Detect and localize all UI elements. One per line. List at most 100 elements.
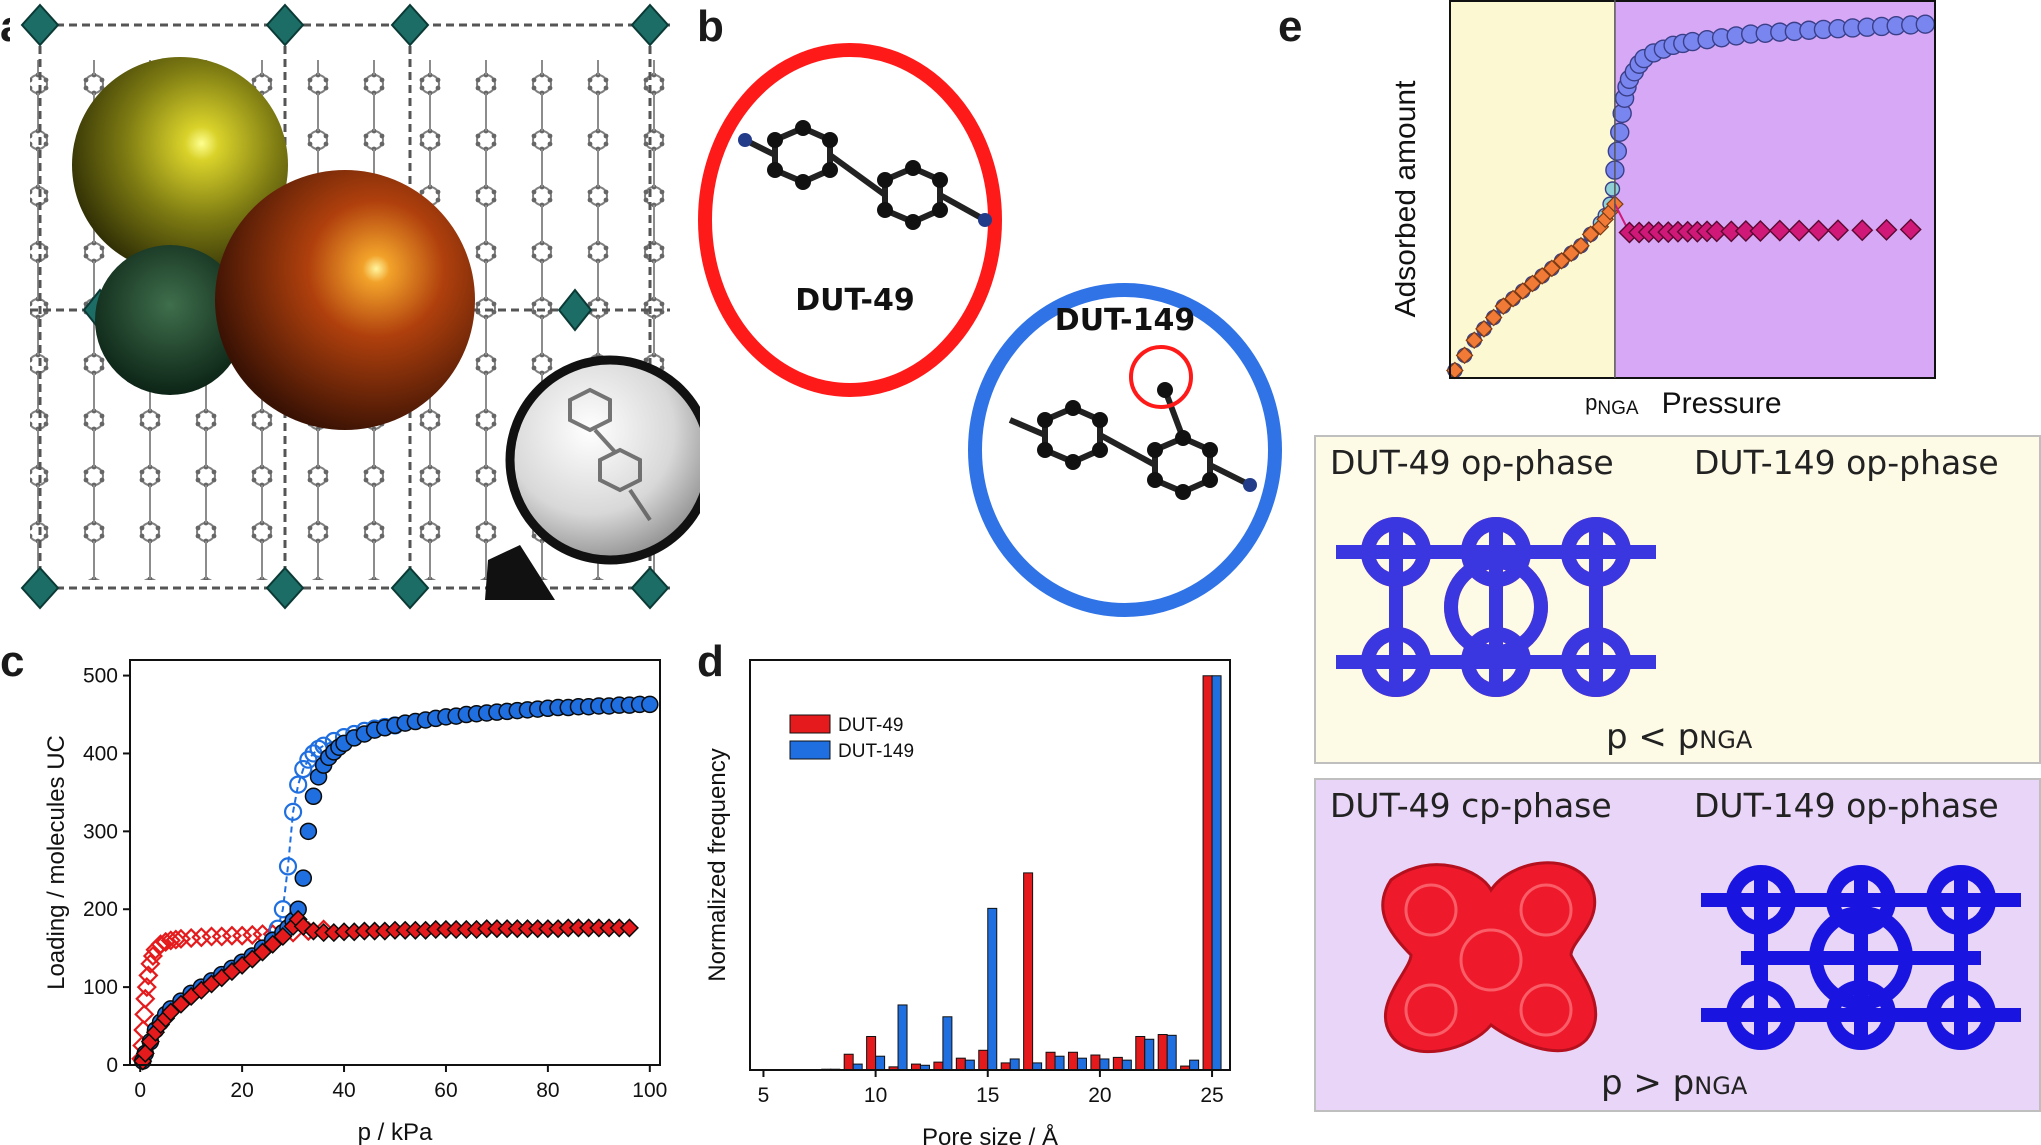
data-point-dut49_des xyxy=(165,929,186,950)
plot-frame xyxy=(749,659,1231,1071)
bar-dut-149 xyxy=(897,1004,908,1071)
dut149-linker-molecule xyxy=(1008,382,1257,500)
bar-dut-49 xyxy=(933,1061,944,1071)
x-tick-label: 80 xyxy=(536,1079,559,1102)
legend-label-dut-49: DUT-49 xyxy=(838,715,903,736)
data-point-dut149_ads xyxy=(641,695,659,714)
legend-swatch-dut-49 xyxy=(789,714,831,734)
bar-dut-49 xyxy=(1202,675,1213,1071)
data-point-dut49_des xyxy=(232,925,253,946)
data-point-dut149_des xyxy=(294,759,313,779)
data-point-dut49_ads xyxy=(619,918,639,938)
data-point-orange xyxy=(1455,346,1474,365)
x-tick-label: 40 xyxy=(332,1079,355,1102)
y-axis-label: Adsorbed amount xyxy=(1395,80,1422,317)
data-point-dut49_des xyxy=(135,988,156,1009)
x-axis-label: p / kPa xyxy=(358,1119,433,1145)
bar-dut-49 xyxy=(1090,1054,1101,1071)
bar-dut-149 xyxy=(1009,1058,1020,1071)
bar-dut-149 xyxy=(1032,1062,1043,1071)
data-point-dut49_des xyxy=(211,926,232,947)
nga-label-p: p xyxy=(1585,390,1597,415)
dut149-op-structure-2 xyxy=(1701,865,2021,1050)
data-point-orange xyxy=(1504,289,1522,308)
data-point-magenta xyxy=(1851,219,1874,242)
below-nga-phase-box: DUT-49 op-phase DUT-149 op-phase p < xyxy=(1314,435,2041,764)
framework-structure-image xyxy=(10,0,700,610)
data-point-dut49_des xyxy=(134,1004,155,1025)
dut149-label: DUT-149 xyxy=(1055,303,1195,338)
bar-dut-49 xyxy=(1067,1051,1078,1071)
x-tick-label: 100 xyxy=(632,1079,667,1102)
methyl-group-highlight xyxy=(1129,345,1193,409)
dut49-op-structure xyxy=(1336,517,1656,697)
data-point-magenta xyxy=(1807,219,1830,242)
data-point-dut149_ads xyxy=(294,869,313,887)
data-point-dut49_des xyxy=(150,934,171,955)
x-tick-label: 20 xyxy=(230,1079,253,1102)
data-point-blue xyxy=(1604,181,1621,197)
data-point-dut149_des xyxy=(299,750,318,769)
bar-dut-149 xyxy=(1121,1059,1132,1071)
bar-dut-149 xyxy=(987,907,998,1071)
data-point-magenta xyxy=(1899,218,1922,241)
x-tick-label: 10 xyxy=(864,1084,887,1107)
bar-dut-149 xyxy=(875,1055,886,1071)
data-point-magenta xyxy=(1768,219,1791,242)
dut49-cp-label: DUT-49 cp-phase xyxy=(1330,786,1612,825)
data-point-orange xyxy=(1494,297,1513,316)
y-tick-label: 0 xyxy=(106,1054,118,1077)
bar-dut-49 xyxy=(955,1057,966,1071)
data-point-blue xyxy=(1915,14,1935,34)
y-tick-label: 200 xyxy=(83,898,118,921)
y-tick-label: 400 xyxy=(83,742,118,765)
magnifier-icon xyxy=(485,355,700,600)
pore-size-chart: 5 10 15 20 25 Pore size / Å Normalized frequen… xyxy=(704,659,1231,1145)
legend-swatch-dut-149 xyxy=(789,740,831,760)
data-point-magenta xyxy=(1705,220,1728,243)
data-point-magenta xyxy=(1875,218,1898,241)
data-point-magenta xyxy=(1749,219,1772,242)
dut49-op-label: DUT-49 op-phase xyxy=(1330,443,1614,482)
panel-letter-b: b xyxy=(697,2,724,51)
data-point-magenta xyxy=(1734,219,1757,242)
x-tick-label: 25 xyxy=(1200,1084,1223,1107)
x-axis-label: Pore size / Å xyxy=(922,1123,1058,1145)
isotherm-chart: 0 20 40 60 80 100 0 100 200 300 400 500 p / kPa Loadi… xyxy=(43,659,667,1145)
data-point-orange xyxy=(1572,236,1590,255)
y-axis-label: Loading / molecules UC xyxy=(43,735,70,990)
data-point-dut149_ads xyxy=(299,822,318,841)
data-point-orange xyxy=(1523,274,1542,293)
bar-dut-49 xyxy=(1023,872,1034,1071)
bar-dut-49 xyxy=(1000,1062,1011,1071)
data-point-dut49_des xyxy=(160,930,181,951)
data-point-dut49_des xyxy=(136,977,157,998)
bar-dut-49 xyxy=(1045,1051,1056,1071)
bar-dut-149 xyxy=(942,1016,953,1071)
data-point-blue xyxy=(1610,122,1630,143)
bar-dut-49 xyxy=(978,1049,989,1071)
y-axis-label: Normalized frequency xyxy=(704,748,731,981)
x-tick-label: 0 xyxy=(134,1079,146,1102)
data-point-dut49_des xyxy=(191,927,212,948)
data-point-dut149_des xyxy=(283,802,303,821)
bar-dut-49 xyxy=(1135,1035,1146,1071)
condition-prefix: p < p xyxy=(1606,717,1700,757)
y-tick-label: 100 xyxy=(83,976,118,999)
schematic-isotherm-chart: pNGA Pressure Adsorbed amount xyxy=(1395,0,1936,420)
orange-pore-sphere xyxy=(215,170,475,430)
plot-frame xyxy=(129,659,661,1066)
legend-label-dut-149: DUT-149 xyxy=(838,741,914,762)
data-point-orange xyxy=(1465,331,1484,350)
x-tick-label: 15 xyxy=(976,1084,999,1107)
below-nga-condition: p < pNGA xyxy=(1606,717,1752,757)
high-pressure-region xyxy=(1614,0,1935,378)
y-tick-label: 500 xyxy=(83,665,118,688)
data-point-orange xyxy=(1513,282,1532,300)
panel-letter-d: d xyxy=(697,637,724,686)
dut149-op-label: DUT-149 op-phase xyxy=(1694,443,1999,482)
bar-dut-149 xyxy=(1076,1057,1087,1071)
data-point-dut149_ads xyxy=(304,787,323,806)
bar-dut-149 xyxy=(964,1059,975,1071)
